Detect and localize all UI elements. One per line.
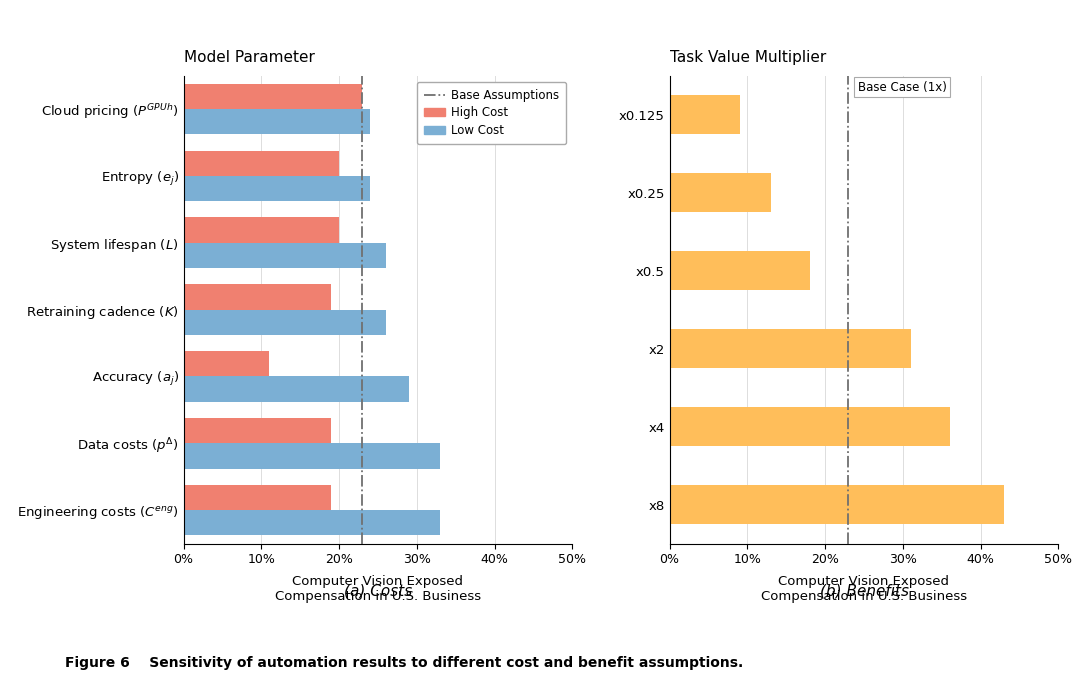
Bar <box>184 485 332 510</box>
Text: Figure 6    Sensitivity of automation results to different cost and benefit assu: Figure 6 Sensitivity of automation resul… <box>65 656 743 670</box>
X-axis label: Computer Vision Exposed
Compensation in U.S. Business: Computer Vision Exposed Compensation in … <box>761 574 967 603</box>
Bar <box>184 84 363 109</box>
Bar <box>184 243 386 268</box>
Bar <box>670 95 740 134</box>
Bar <box>670 251 810 290</box>
X-axis label: Computer Vision Exposed
Compensation in U.S. Business: Computer Vision Exposed Compensation in … <box>275 574 481 603</box>
Bar <box>184 151 339 176</box>
Bar <box>184 310 386 335</box>
Bar <box>184 217 339 243</box>
Legend: Base Assumptions, High Cost, Low Cost: Base Assumptions, High Cost, Low Cost <box>417 82 567 144</box>
Text: Model Parameter: Model Parameter <box>184 50 314 65</box>
Bar <box>184 176 370 202</box>
Bar <box>670 485 1004 524</box>
Bar <box>184 418 332 443</box>
Bar <box>184 109 370 134</box>
Bar <box>184 284 332 310</box>
Bar <box>670 173 771 212</box>
Text: (a) Costs: (a) Costs <box>343 583 413 598</box>
Text: Task Value Multiplier: Task Value Multiplier <box>670 50 826 65</box>
Text: Base Case (1x): Base Case (1x) <box>858 81 947 94</box>
Bar <box>184 510 441 535</box>
Bar <box>184 376 409 402</box>
Bar <box>184 443 441 469</box>
Bar <box>184 351 269 376</box>
Text: (b) Benefits: (b) Benefits <box>820 583 908 598</box>
Bar <box>670 407 949 446</box>
Bar <box>670 329 910 368</box>
